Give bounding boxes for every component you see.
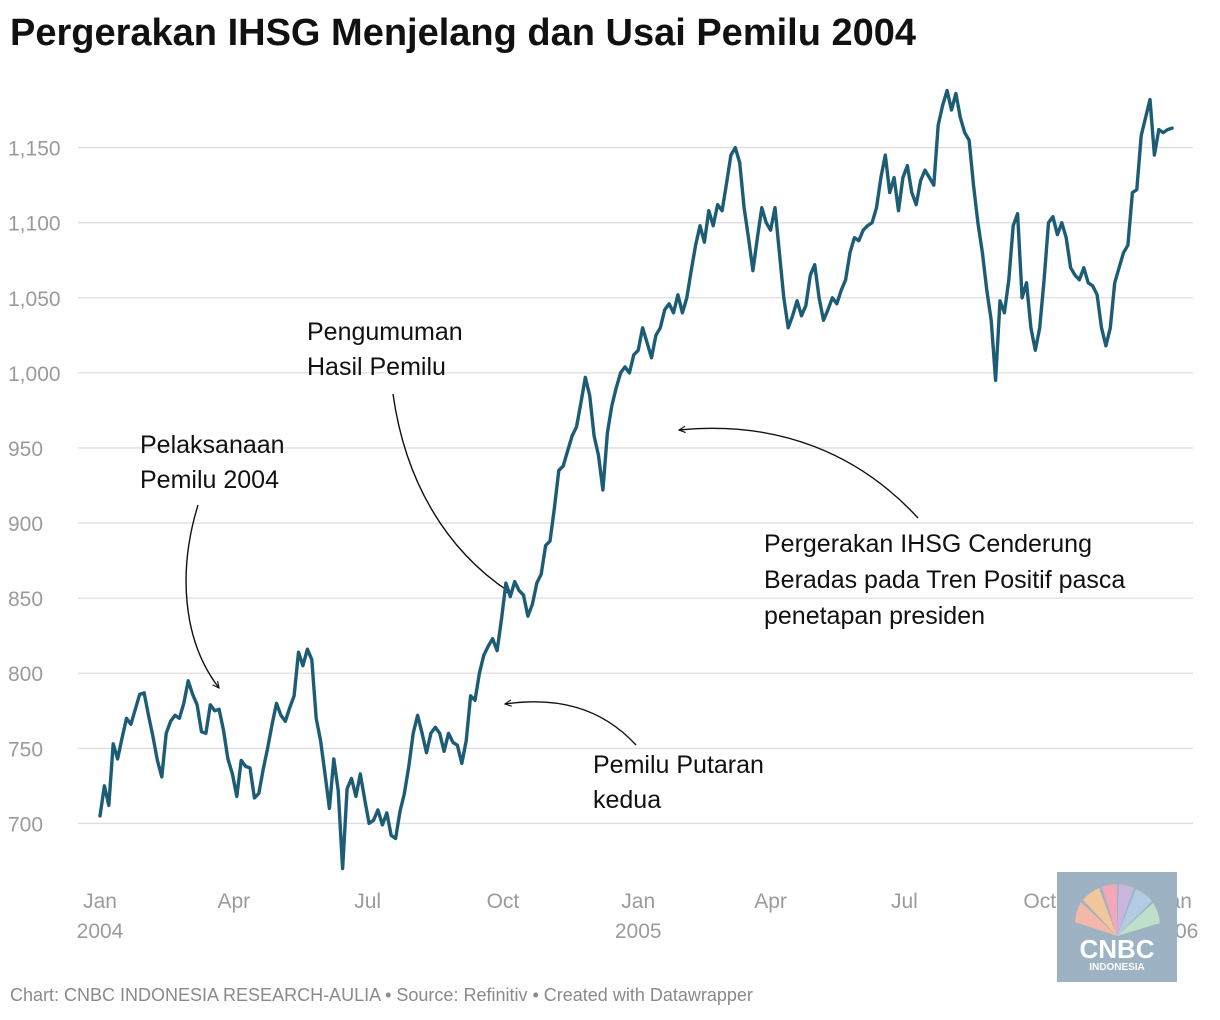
annotation-text: Pelaksanaan Pemilu 2004 — [140, 431, 285, 494]
series-layer — [98, 88, 1174, 871]
y-tick-label: 950 — [8, 438, 43, 461]
x-tick-label: Jan — [621, 890, 655, 913]
x-tick-label: Oct — [487, 890, 520, 913]
y-tick-label: 1,150 — [8, 138, 61, 161]
y-tick-label: 700 — [8, 813, 43, 836]
series-line — [98, 88, 1174, 871]
annotation-line: kedua — [593, 786, 661, 814]
x-tick-label: Jan — [83, 890, 117, 913]
footer-separator: • — [527, 985, 544, 1005]
annotation-line: Pemilu 2004 — [140, 466, 279, 494]
annotation-arrow — [679, 428, 919, 519]
x-tick-year-label: 2005 — [615, 920, 662, 943]
cnbc-indonesia-logo: CNBC INDONESIA — [1057, 872, 1177, 982]
x-tick-label: Jul — [354, 890, 381, 913]
x-tick-year-label: 2004 — [77, 920, 124, 943]
y-tick-label: 750 — [8, 738, 43, 761]
peacock-icon — [1075, 884, 1160, 936]
annotation-text: Pergerakan IHSG Cenderung Beradas pada Tr… — [764, 530, 1125, 630]
y-tick-label: 1,000 — [8, 363, 61, 386]
x-axis: Jan2004AprJulOctJan2005AprJulOctJan2006 — [77, 890, 1199, 943]
gridlines — [78, 146, 1193, 825]
created-with-note: Created with Datawrapper — [543, 985, 753, 1005]
source-note: Source: Refinitiv — [396, 985, 528, 1005]
chart-credit: Chart: CNBC INDONESIA RESEARCH-AULIA — [10, 985, 381, 1005]
x-tick-label: Apr — [217, 890, 250, 913]
annotation-arrow — [185, 504, 219, 688]
x-tick-label: Jul — [891, 890, 918, 913]
annotation-line: Pergerakan IHSG Cenderung — [764, 530, 1092, 558]
y-tick-label: 1,100 — [8, 213, 61, 236]
logo-name: CNBC — [1079, 934, 1154, 964]
annotation-text: Pengumuman Hasil Pemilu — [307, 318, 463, 381]
chart-title: Pergerakan IHSG Menjelang dan Usai Pemil… — [10, 12, 917, 54]
footer-separator: • — [380, 985, 397, 1005]
annotation-line: penetapan presiden — [764, 602, 985, 630]
logo-sub: INDONESIA — [1089, 962, 1145, 973]
annotation-line: Pengumuman — [307, 318, 463, 346]
annotation-line: Pelaksanaan — [140, 431, 285, 459]
annotation-arrow — [392, 393, 511, 593]
x-tick-label: Apr — [754, 890, 787, 913]
y-tick-label: 1,050 — [8, 288, 61, 311]
y-tick-label: 900 — [8, 513, 43, 536]
y-axis: 700 750 800 850 900 950 1,000 1,050 1,100 1,150 — [8, 138, 61, 837]
x-tick-label: Oct — [1023, 890, 1056, 913]
annotations: Pelaksanaan Pemilu 2004 Pengumuman Hasil Pe… — [140, 318, 1125, 814]
footer: Chart: CNBC INDONESIA RESEARCH-AULIA • S… — [10, 985, 753, 1006]
annotation-line: Hasil Pemilu — [307, 353, 446, 381]
annotation-arrow — [505, 702, 637, 746]
y-tick-label: 800 — [8, 663, 43, 686]
annotation-text: Pemilu Putaran kedua — [593, 751, 764, 814]
y-tick-label: 850 — [8, 588, 43, 611]
annotation-line: Pemilu Putaran — [593, 751, 764, 779]
annotation-line: Beradas pada Tren Positif pasca — [764, 566, 1125, 594]
